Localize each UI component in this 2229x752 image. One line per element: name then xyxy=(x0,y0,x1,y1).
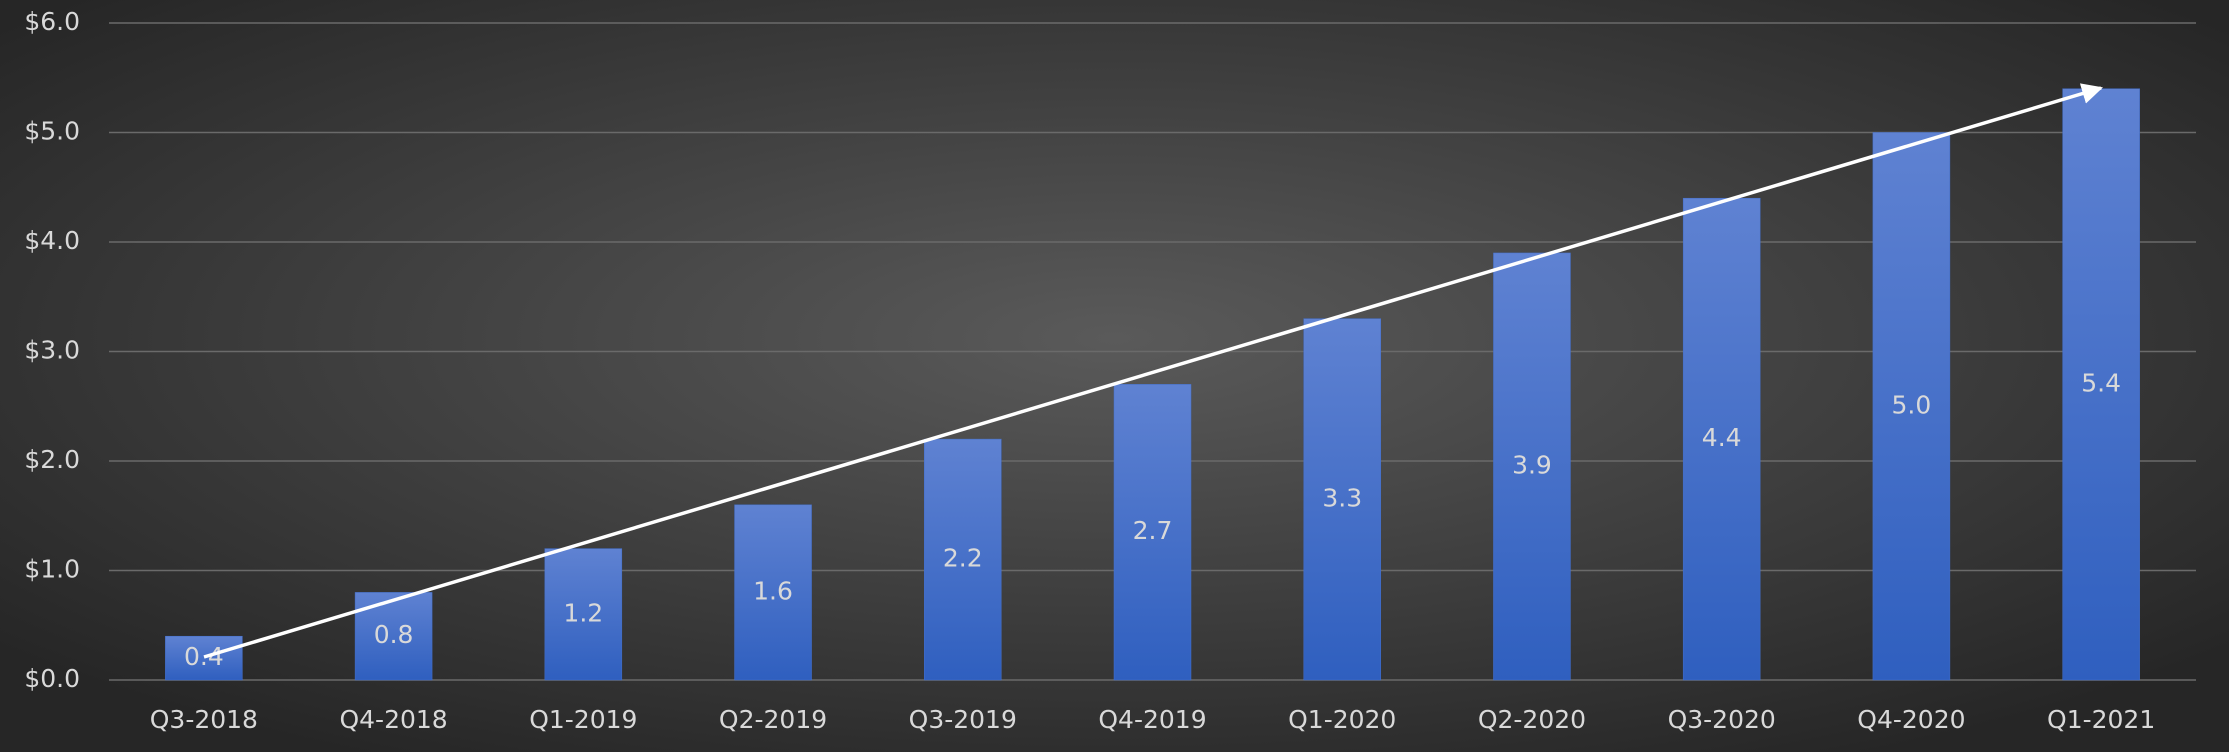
bar xyxy=(544,548,623,681)
data-label: 3.9 xyxy=(1512,450,1552,479)
data-label: 5.4 xyxy=(2081,368,2121,397)
bar xyxy=(1682,197,1761,681)
data-label: 2.7 xyxy=(1133,516,1173,545)
plot-area: $0.0 $1.0 $2.0 $3.0 $4.0 $5.0 $6.0 Q3-2018 0.4 Q4… xyxy=(24,7,2196,734)
bar xyxy=(734,504,812,681)
x-tick-label: Q2-2020 xyxy=(1478,705,1586,734)
bar xyxy=(1493,252,1571,681)
data-label: 0.4 xyxy=(184,642,224,671)
data-label: 2.2 xyxy=(943,544,983,573)
data-label: 0.8 xyxy=(374,620,414,649)
x-tick-label: Q1-2021 xyxy=(2047,705,2155,734)
y-tick-label: $2.0 xyxy=(24,445,80,474)
bar xyxy=(1303,318,1381,681)
bar xyxy=(2062,88,2140,681)
x-tick-label: Q4-2018 xyxy=(339,705,447,734)
bar xyxy=(924,438,1002,681)
x-tick-label: Q3-2019 xyxy=(909,705,1017,734)
x-tick-label: Q3-2020 xyxy=(1668,705,1776,734)
y-tick-label: $5.0 xyxy=(24,117,80,146)
x-tick-label: Q4-2019 xyxy=(1098,705,1206,734)
data-label: 1.2 xyxy=(563,598,603,627)
x-tick-label: Q2-2019 xyxy=(719,705,827,734)
bar xyxy=(165,635,243,681)
data-label: 4.4 xyxy=(1702,423,1742,452)
y-tick-label: $1.0 xyxy=(24,555,80,584)
x-tick-label: Q1-2019 xyxy=(529,705,637,734)
bar xyxy=(1113,384,1192,681)
y-tick-label: $3.0 xyxy=(24,336,80,365)
data-label: 1.6 xyxy=(753,576,793,605)
bar xyxy=(1872,132,1951,681)
y-tick-label: $4.0 xyxy=(24,226,80,255)
x-tick-label: Q3-2018 xyxy=(150,705,258,734)
x-tick-label: Q1-2020 xyxy=(1288,705,1396,734)
data-label: 5.0 xyxy=(1892,390,1932,419)
y-tick-label: $6.0 xyxy=(24,7,80,36)
y-tick-label: $0.0 xyxy=(24,664,80,693)
trend-arrow xyxy=(203,83,2104,659)
data-label: 3.3 xyxy=(1322,483,1362,512)
x-tick-label: Q4-2020 xyxy=(1857,705,1965,734)
